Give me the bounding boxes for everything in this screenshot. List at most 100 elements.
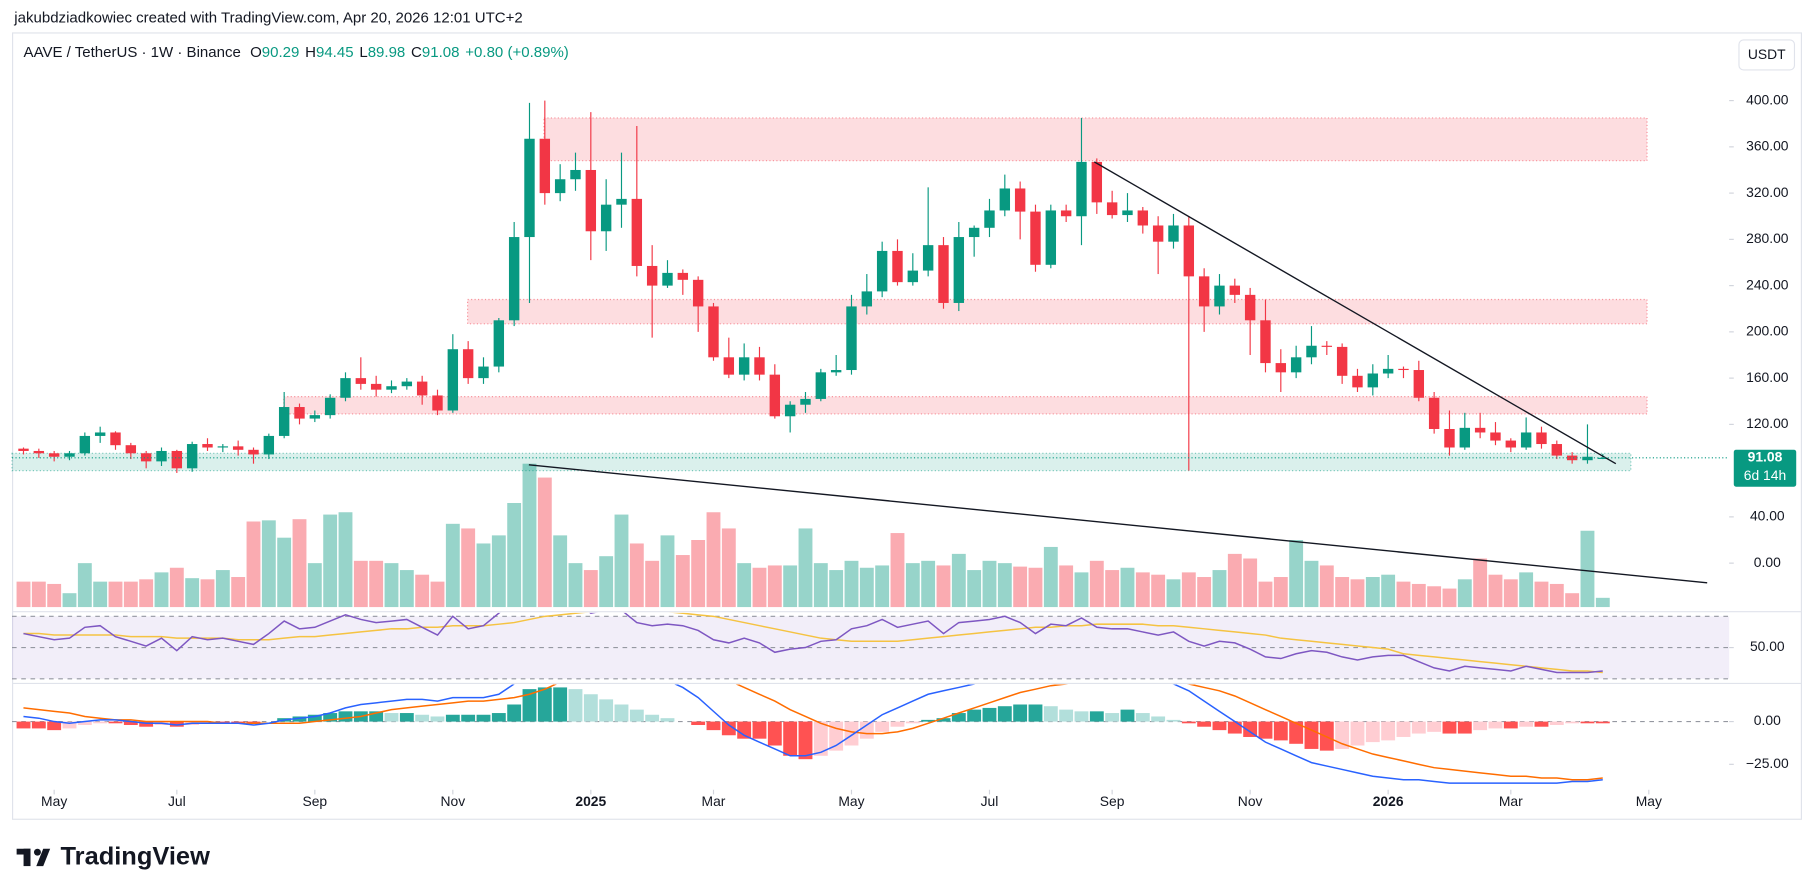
macd-histogram-bar (1273, 721, 1288, 741)
macd-histogram-bar (1442, 721, 1457, 734)
macd-histogram-bar (660, 718, 675, 722)
macd-histogram-bar (1549, 721, 1564, 726)
candle-body (263, 435, 275, 455)
volume-bar (1411, 583, 1426, 608)
x-tick-label: 2025 (575, 793, 606, 809)
volume-bar (323, 514, 338, 608)
candle-body (1474, 427, 1486, 433)
volume-bar (461, 528, 476, 608)
volume-bar (1166, 579, 1181, 608)
volume-bar (415, 574, 430, 608)
candle-body (1520, 432, 1532, 448)
currency-button[interactable] (1738, 39, 1796, 71)
candle-body (1152, 225, 1164, 242)
macd-histogram-bar (921, 719, 936, 722)
macd-histogram-bar (721, 721, 736, 736)
volume-bar (200, 579, 215, 608)
macd-histogram-bar (629, 709, 644, 722)
candle-body (830, 370, 842, 373)
legend: AAVE / TetherUS · 1W · Binance O90.29 H94.… (24, 44, 569, 61)
volume-bar (1396, 581, 1411, 608)
candle-body (171, 450, 183, 469)
volume-bar (767, 565, 782, 608)
volume-bar (798, 528, 813, 608)
macd-histogram-bar (537, 687, 552, 722)
candle-body (539, 138, 551, 194)
volume-bar (522, 463, 537, 608)
macd-histogram-bar (1166, 719, 1181, 722)
candle-body (294, 407, 305, 419)
candle-body (524, 138, 535, 238)
macd-histogram-bar (1580, 721, 1595, 724)
candle-body (110, 432, 121, 446)
macd-histogram-bar (1381, 721, 1396, 741)
x-tick-label: Sep (302, 793, 327, 809)
macd-histogram-bar (890, 721, 905, 727)
candle-body (1459, 427, 1471, 448)
volume-bar (1120, 567, 1135, 608)
candle-body (64, 453, 75, 457)
candle-body (738, 357, 750, 375)
volume-bar (859, 567, 874, 608)
volume-bar (645, 560, 660, 608)
x-tick-label: Mar (1499, 793, 1523, 809)
volume-bar (1319, 565, 1334, 608)
macd-histogram-bar (936, 718, 951, 722)
volume-bar (675, 555, 690, 608)
candle-body (1444, 428, 1455, 448)
y-tick-label: 120.00 (1746, 415, 1789, 431)
currency-label[interactable]: USDT (1748, 46, 1786, 62)
macd-histogram-bar (1074, 711, 1089, 722)
volume-bar (1365, 577, 1380, 608)
candle-body (18, 448, 29, 451)
macd-histogram-bar (1013, 704, 1028, 722)
volume-bar (921, 560, 936, 608)
rsi-ma-line (23, 612, 1603, 674)
volume-bar (982, 560, 997, 608)
candle-body (876, 250, 888, 292)
macd-histogram-bar (1151, 716, 1166, 722)
volume-bar (1350, 579, 1365, 608)
volume-bar (353, 560, 368, 608)
macd-histogram-bar (997, 706, 1012, 722)
volume-bar (997, 563, 1012, 608)
macd-histogram-bar (844, 721, 859, 746)
candle-body (217, 446, 229, 448)
volume-bar (660, 535, 675, 608)
volume-bar (154, 572, 169, 608)
macd-histogram-bar (1595, 721, 1610, 724)
volume-bar (1457, 579, 1472, 608)
ohlc-value: 89.98 (368, 44, 406, 61)
candle-body (79, 435, 91, 454)
candle-body (708, 306, 719, 358)
candle-body (1014, 188, 1026, 212)
macd-histogram-bar (47, 721, 62, 731)
volume-bar (1534, 581, 1549, 608)
volume-bar (476, 543, 491, 608)
macd-histogram-bar (384, 713, 399, 722)
macd-histogram-bar (77, 721, 92, 726)
candle-body (784, 404, 796, 417)
candle-body (416, 381, 428, 396)
candle-body (1106, 202, 1118, 216)
volume-bar (537, 477, 552, 608)
candle-body (1137, 210, 1149, 226)
volume-bar (875, 565, 890, 608)
price-label-box (1733, 449, 1797, 487)
volume-bar (1549, 583, 1564, 608)
volume-bar (507, 503, 522, 608)
candle-body (769, 374, 781, 417)
logo-icon (36, 848, 51, 867)
volume-bar (691, 540, 706, 608)
candle-body (1398, 368, 1409, 371)
candle-body (1367, 373, 1379, 388)
volume-bar (1519, 572, 1534, 608)
volume-bar (1212, 570, 1227, 608)
macd-histogram-bar (951, 713, 966, 722)
macd-histogram-bar (369, 711, 384, 722)
volume-bar (706, 512, 721, 608)
macd-histogram-bar (31, 721, 46, 729)
candle-body (232, 446, 244, 450)
macd-histogram-bar (599, 699, 614, 722)
macd-histogram-bar (323, 713, 338, 722)
